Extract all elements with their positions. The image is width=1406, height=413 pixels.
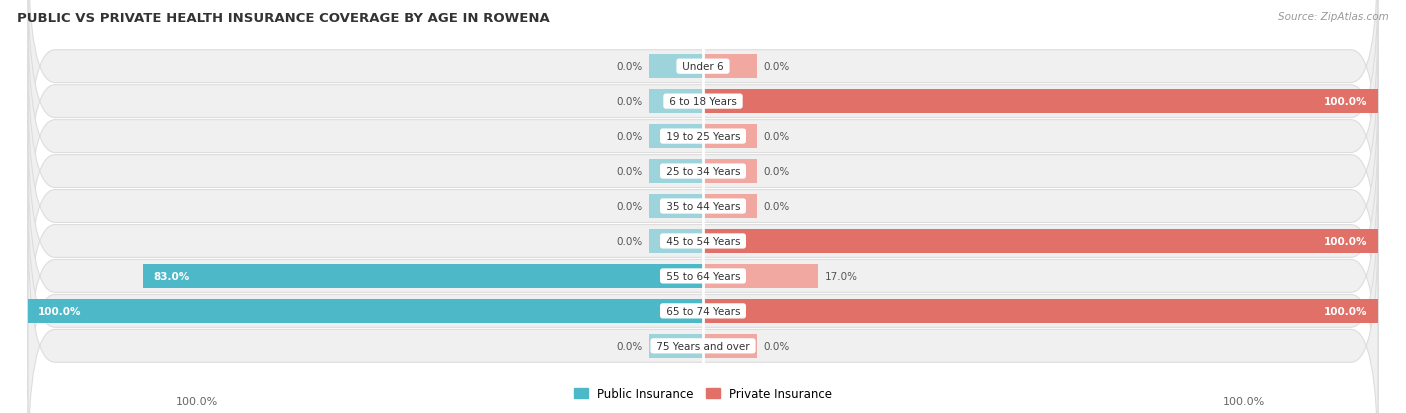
Text: 0.0%: 0.0% xyxy=(616,236,643,247)
Bar xyxy=(703,195,756,218)
FancyBboxPatch shape xyxy=(28,0,1378,225)
FancyBboxPatch shape xyxy=(28,83,1378,330)
FancyBboxPatch shape xyxy=(28,188,1378,413)
Text: Under 6: Under 6 xyxy=(679,62,727,72)
Bar xyxy=(703,160,756,183)
Bar xyxy=(703,264,818,288)
Text: 35 to 44 Years: 35 to 44 Years xyxy=(662,202,744,211)
Text: 0.0%: 0.0% xyxy=(763,202,790,211)
FancyBboxPatch shape xyxy=(28,48,1378,295)
Bar xyxy=(650,195,703,218)
Text: 0.0%: 0.0% xyxy=(763,166,790,177)
FancyBboxPatch shape xyxy=(28,153,1378,399)
Bar xyxy=(703,334,756,358)
Text: 0.0%: 0.0% xyxy=(763,62,790,72)
Bar xyxy=(703,299,1378,323)
Bar xyxy=(650,160,703,183)
Text: 25 to 34 Years: 25 to 34 Years xyxy=(662,166,744,177)
Text: 100.0%: 100.0% xyxy=(38,306,82,316)
Text: 0.0%: 0.0% xyxy=(616,97,643,107)
Bar xyxy=(650,90,703,114)
Bar xyxy=(703,90,1378,114)
Text: 17.0%: 17.0% xyxy=(824,271,858,281)
Text: 83.0%: 83.0% xyxy=(153,271,190,281)
Text: 0.0%: 0.0% xyxy=(616,202,643,211)
Text: 0.0%: 0.0% xyxy=(763,341,790,351)
Text: 45 to 54 Years: 45 to 54 Years xyxy=(662,236,744,247)
Text: 100.0%: 100.0% xyxy=(1324,97,1368,107)
Text: 55 to 64 Years: 55 to 64 Years xyxy=(662,271,744,281)
Text: 75 Years and over: 75 Years and over xyxy=(652,341,754,351)
Text: 0.0%: 0.0% xyxy=(616,62,643,72)
Text: 0.0%: 0.0% xyxy=(616,341,643,351)
Bar xyxy=(703,230,1378,253)
Text: 100.0%: 100.0% xyxy=(1223,396,1265,406)
Text: PUBLIC VS PRIVATE HEALTH INSURANCE COVERAGE BY AGE IN ROWENA: PUBLIC VS PRIVATE HEALTH INSURANCE COVER… xyxy=(17,12,550,25)
Text: 0.0%: 0.0% xyxy=(763,132,790,142)
Text: 100.0%: 100.0% xyxy=(176,396,218,406)
Text: 0.0%: 0.0% xyxy=(616,166,643,177)
Bar xyxy=(650,230,703,253)
Bar xyxy=(28,299,703,323)
Text: Source: ZipAtlas.com: Source: ZipAtlas.com xyxy=(1278,12,1389,22)
FancyBboxPatch shape xyxy=(28,0,1378,190)
Bar xyxy=(650,125,703,149)
Text: 0.0%: 0.0% xyxy=(616,132,643,142)
Bar xyxy=(650,334,703,358)
Bar xyxy=(703,55,756,79)
FancyBboxPatch shape xyxy=(28,118,1378,365)
Legend: Public Insurance, Private Insurance: Public Insurance, Private Insurance xyxy=(569,382,837,405)
Text: 19 to 25 Years: 19 to 25 Years xyxy=(662,132,744,142)
Bar xyxy=(143,264,703,288)
FancyBboxPatch shape xyxy=(28,14,1378,260)
Bar xyxy=(650,55,703,79)
Bar xyxy=(703,125,756,149)
Text: 100.0%: 100.0% xyxy=(1324,306,1368,316)
Text: 100.0%: 100.0% xyxy=(1324,236,1368,247)
Text: 6 to 18 Years: 6 to 18 Years xyxy=(666,97,740,107)
FancyBboxPatch shape xyxy=(28,223,1378,413)
Text: 65 to 74 Years: 65 to 74 Years xyxy=(662,306,744,316)
